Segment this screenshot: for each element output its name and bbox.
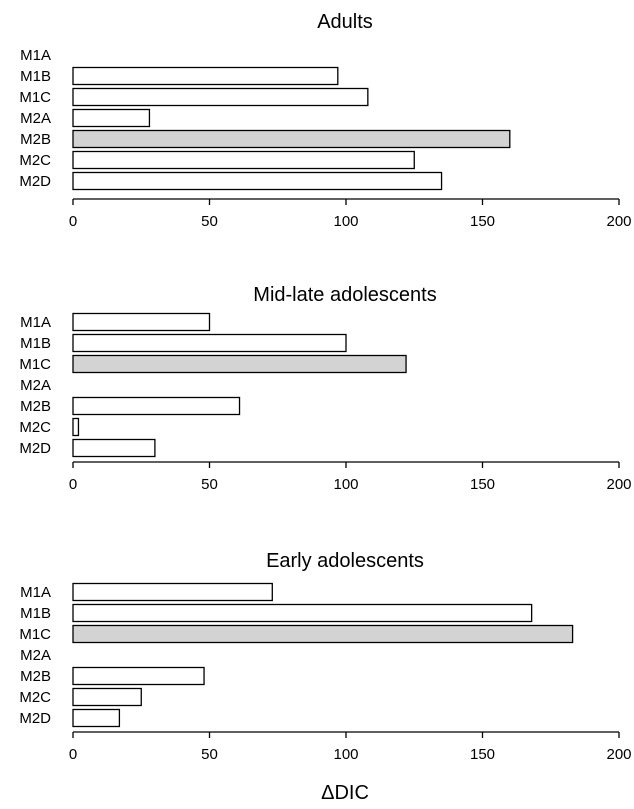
category-label: M1C [19, 626, 51, 643]
bar [72, 129, 511, 149]
category-label: M2A [20, 377, 51, 394]
bar [72, 312, 211, 332]
category-label: M1A [20, 314, 51, 331]
panel-title: Early adolescents [266, 550, 424, 572]
bar [72, 603, 533, 623]
x-tick-label: 50 [201, 476, 218, 493]
x-tick-label: 150 [470, 746, 495, 763]
bar [72, 150, 415, 170]
x-tick-label: 100 [333, 746, 358, 763]
category-label: M2D [19, 440, 51, 457]
category-label: M1A [20, 47, 51, 64]
category-label: M2C [19, 419, 51, 436]
bar [72, 333, 347, 353]
category-label: M2A [20, 110, 51, 127]
x-tick-label: 150 [470, 476, 495, 493]
x-tick-label: 200 [606, 746, 631, 763]
bar [72, 666, 205, 686]
x-tick-label: 150 [470, 213, 495, 230]
category-label: M1A [20, 584, 51, 601]
x-tick-label: 100 [333, 476, 358, 493]
x-tick-label: 200 [606, 476, 631, 493]
panel-title: Mid-late adolescents [253, 284, 436, 306]
bar [72, 171, 443, 191]
category-label: M2A [20, 647, 51, 664]
x-tick-label: 0 [69, 476, 77, 493]
x-axis-label: ΔDIC [321, 782, 369, 804]
x-tick-label: 200 [606, 213, 631, 230]
category-label: M2D [19, 173, 51, 190]
bar [72, 396, 241, 416]
x-tick-label: 0 [69, 746, 77, 763]
category-label: M2B [20, 398, 51, 415]
bar [72, 417, 80, 437]
category-label: M1B [20, 68, 51, 85]
bar [72, 438, 156, 458]
x-tick-label: 0 [69, 213, 77, 230]
panel-title: Adults [317, 11, 373, 33]
category-label: M2D [19, 710, 51, 727]
bar [72, 66, 339, 86]
bar [72, 687, 142, 707]
x-tick-label: 100 [333, 213, 358, 230]
bar [72, 354, 407, 374]
x-tick-label: 50 [201, 746, 218, 763]
bar [72, 582, 273, 602]
category-label: M2C [19, 689, 51, 706]
bar [72, 87, 369, 107]
category-label: M1C [19, 89, 51, 106]
category-label: M1C [19, 356, 51, 373]
category-label: M2C [19, 152, 51, 169]
bar [72, 708, 121, 728]
bar [72, 624, 574, 644]
bar [72, 108, 151, 128]
category-label: M1B [20, 335, 51, 352]
x-tick-label: 50 [201, 213, 218, 230]
category-label: M2B [20, 131, 51, 148]
category-label: M1B [20, 605, 51, 622]
category-label: M2B [20, 668, 51, 685]
